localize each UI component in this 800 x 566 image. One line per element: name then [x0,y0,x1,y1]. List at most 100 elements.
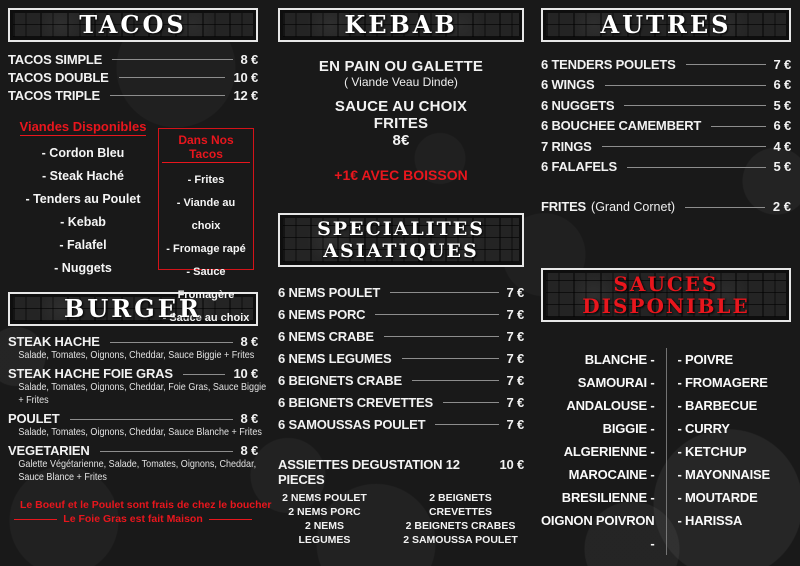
leader-line [435,424,499,425]
item-price: 5 € [773,97,792,113]
menu-item-row: POULET 8 € [8,411,258,426]
item-name: ASSIETTES DEGUSTATION 12 PIECES [278,457,460,487]
tacos-ingredient: - Fromage rapé [166,243,246,255]
item-name: STEAK HACHE FOIE GRAS [8,366,173,381]
burger-item-list: STEAK HACHE 8 € Salade, Tomates, Oignons… [8,334,266,484]
item-name: 6 NEMS LEGUMES [278,350,392,366]
item-name: 6 WINGS [541,77,595,93]
sauces-header: SAUCES DISPONIBLE [541,268,791,322]
viande-item: - Steak Haché [42,169,124,183]
leader-line [685,64,766,66]
menu-item-row: 6 BEIGNETS CRABE 7 € [278,369,524,391]
leader-line [112,59,233,60]
kebab-sauce-line: SAUCE AU CHOIX [334,98,468,115]
item-name: FRITES [541,199,587,214]
asiatiques-title: SPECIALITES ASIATIQUES [283,218,519,262]
item-name: 6 FALAFELS [541,159,618,175]
homemade-note: Le Foie Gras est fait Maison [8,512,258,526]
sauce-item: - MAYONNAISE [677,467,771,482]
sauce-item: BLANCHE - [584,352,655,367]
item-price: 4 € [773,138,792,154]
item-qualifier: (Grand Cornet) [591,199,676,214]
sauce-item: - HARISSA [677,513,743,528]
menu-item-row: 6 NEMS POULET 7 € [278,281,524,303]
leader-line [711,125,766,127]
item-description: Salade, Tomates, Oignons, Cheddar, Sauce… [18,349,255,361]
asiatiques-header: SPECIALITES ASIATIQUES [278,213,524,267]
assiette-col-1: 2 NEMS POULET 2 NEMS PORC 2 NEMS LEGUMES [278,491,371,547]
menu-item-row: 6 NUGGETS 5 € [541,95,791,116]
viande-item: - Cordon Bleu [41,146,125,160]
item-price: 6 € [773,77,792,93]
sauce-item: MAROCAINE - [568,467,655,482]
item-price: 7 € [506,328,525,344]
sauce-item: BRESILIENNE - [561,490,655,505]
item-price: 7 € [506,416,525,432]
leader-line [604,84,766,86]
leader-line [624,105,766,107]
sauce-item: - CURRY [677,421,730,436]
item-price: 7 € [506,394,525,410]
item-name: TACOS SIMPLE [8,51,103,67]
kebab-header: KEBAB [278,8,524,42]
assiette-line: 2 BEIGNETS CREVETTES [428,492,492,518]
sauces-column-right: - POIVRE - FROMAGERE - BARBECUE - CURRY … [667,348,792,555]
kebab-drink-promo: +1€ AVEC BOISSON [334,167,468,183]
leader-line [109,341,233,343]
sauces-list: BLANCHE - SAMOURAI - ANDALOUSE - BIGGIE … [541,348,791,555]
menu-item-row: 6 NEMS CRABE 7 € [278,325,524,347]
assiette-line: 2 NEMS POULET [282,492,367,504]
item-name: 6 NEMS PORC [278,306,366,322]
menu-item: STEAK HACHE FOIE GRAS 10 € Salade, Tomat… [8,366,266,407]
item-name: TACOS DOUBLE [8,69,109,85]
item-price: 10 € [499,457,524,472]
assiette-contents: 2 NEMS POULET 2 NEMS PORC 2 NEMS LEGUMES… [278,491,524,547]
viande-item: - Falafel [59,238,107,252]
item-price: 2 € [772,199,791,214]
dans-nos-tacos-box: Dans Nos Tacos - Frites - Viande au choi… [158,128,254,324]
item-name: 6 BOUCHEE CAMEMBERT [541,118,702,134]
assiette-title-row: ASSIETTES DEGUSTATION 12 PIECES 10 € [278,457,524,487]
item-name: 6 NEMS CRABE [278,328,374,344]
leader-line [390,292,499,293]
item-price: 8 € [240,51,259,67]
column-middle: KEBAB EN PAIN OU GALETTE ( Viande Veau D… [278,8,524,547]
item-price: 10 € [233,69,258,85]
leader-line [109,95,226,96]
assiette-col-2: 2 BEIGNETS CREVETTES 2 BEIGNETS CRABES 2… [397,491,524,547]
sauce-item: ALGERIENNE - [563,444,655,459]
menu-item-row: 6 BOUCHEE CAMEMBERT 6 € [541,116,791,137]
menu-item: POULET 8 € Salade, Tomates, Oignons, Che… [8,411,262,439]
item-description: Salade, Tomates, Oignons, Cheddar, Sauce… [18,426,262,438]
item-description: Salade, Tomates, Oignons, Cheddar, Foie … [18,381,267,406]
assiette-degustation: ASSIETTES DEGUSTATION 12 PIECES 10 € 2 N… [278,457,524,547]
sauce-item: - KETCHUP [677,444,747,459]
menu-item-row: 6 SAMOUSSAS POULET 7 € [278,413,524,435]
leader-line [118,77,226,78]
item-price: 5 € [773,159,792,175]
menu-item-row: TACOS SIMPLE 8 € [8,50,258,68]
asiatiques-item-list: 6 NEMS POULET 7 € 6 NEMS PORC 7 € 6 NEMS… [278,281,524,435]
menu-item-row: 6 FALAFELS 5 € [541,157,791,178]
sauce-item: SAMOURAI - [577,375,655,390]
item-price: 7 € [773,56,792,72]
leader-line [411,380,499,381]
tacos-item-list: TACOS SIMPLE 8 € TACOS DOUBLE 10 € TACOS… [8,50,258,104]
item-price: 6 € [773,118,792,134]
leader-line [99,450,233,452]
item-name: 6 TENDERS POULETS [541,56,676,72]
menu-item-row: VEGETARIEN 8 € [8,443,258,458]
leader-line [69,418,233,420]
dans-nos-tacos-title: Dans Nos Tacos [162,133,250,163]
sauces-title: SAUCES DISPONIBLE [546,273,786,317]
tacos-title: TACOS [13,13,253,37]
menu-item-row: STEAK HACHE 8 € [8,334,258,349]
leader-line [401,358,499,359]
kebab-price: 8€ [392,132,410,149]
autres-title: AUTRES [546,13,786,37]
sauce-item: BIGGIE - [602,421,655,436]
item-price: 7 € [506,284,525,300]
item-name: VEGETARIEN [8,443,90,458]
item-name: 6 BEIGNETS CREVETTES [278,394,433,410]
